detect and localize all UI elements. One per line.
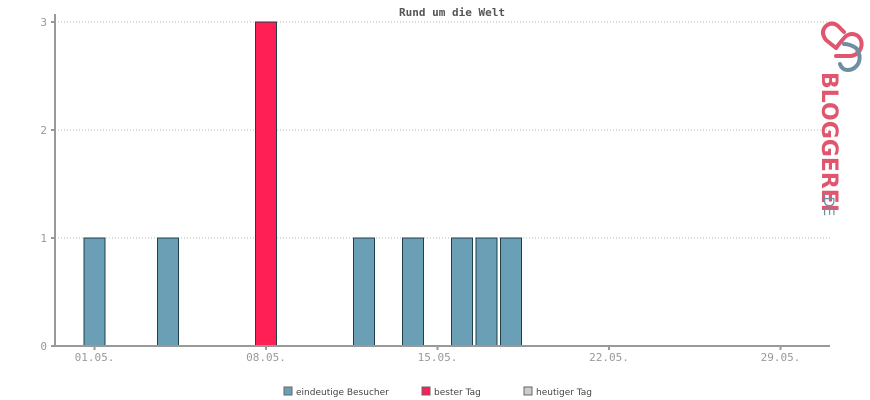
chart-title: Rund um die Welt bbox=[399, 6, 505, 19]
bloggerei-logo-suffix: .DE bbox=[820, 192, 836, 216]
x-tick-label: 29.05. bbox=[761, 351, 801, 364]
bloggerei-mark-icon bbox=[821, 21, 864, 73]
bar bbox=[500, 237, 522, 347]
legend-swatch bbox=[283, 386, 293, 396]
bar bbox=[255, 21, 277, 347]
bar bbox=[83, 237, 106, 347]
bars bbox=[83, 21, 522, 347]
legend-swatch bbox=[421, 386, 431, 396]
bar bbox=[157, 237, 179, 347]
y-tick-label: 2 bbox=[40, 124, 47, 137]
bar bbox=[451, 237, 473, 347]
bar bbox=[475, 237, 498, 347]
legend-swatch bbox=[523, 386, 533, 396]
legend-label: bester Tag bbox=[434, 388, 481, 398]
x-tick-label: 01.05. bbox=[75, 351, 115, 364]
bar bbox=[402, 237, 424, 347]
legend-label: heutiger Tag bbox=[536, 388, 592, 398]
legend-label: eindeutige Besucher bbox=[296, 388, 389, 398]
legend: eindeutige Besucher bester Tag heutiger Ta… bbox=[283, 386, 592, 398]
bloggerei-logo[interactable]: BLOGGEREI .DE bbox=[816, 21, 864, 217]
y-tick-label: 0 bbox=[40, 340, 47, 353]
bloggerei-logo-text: BLOGGEREI bbox=[816, 72, 841, 212]
x-tick-label: 08.05. bbox=[246, 351, 286, 364]
y-tick-label: 3 bbox=[40, 16, 47, 29]
x-tick-label: 15.05. bbox=[418, 351, 458, 364]
y-axis-ticks: 0 1 2 3 bbox=[40, 16, 55, 353]
y-tick-label: 1 bbox=[40, 232, 47, 245]
bar bbox=[353, 237, 375, 347]
x-axis-ticks: 01.05. 08.05. 15.05. 22.05. 29.05. bbox=[75, 346, 801, 364]
x-tick-label: 22.05. bbox=[589, 351, 629, 364]
grid-lines bbox=[55, 21, 830, 239]
